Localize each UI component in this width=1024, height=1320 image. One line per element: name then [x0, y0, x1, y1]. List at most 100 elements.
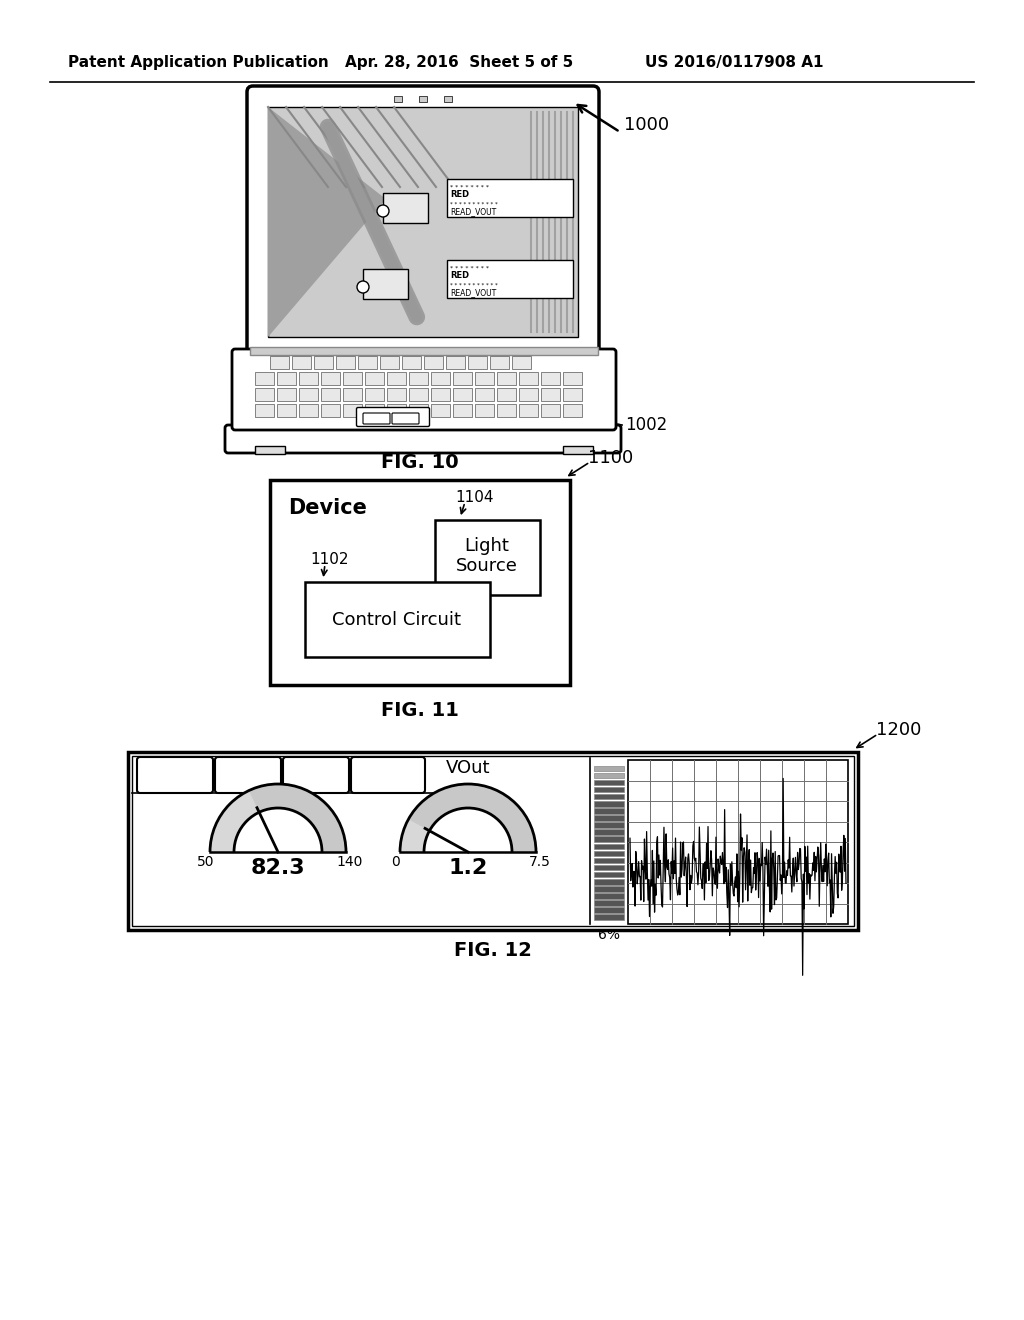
Text: 6%: 6%	[598, 928, 620, 942]
Bar	[394, 96, 402, 102]
Wedge shape	[210, 791, 259, 851]
Text: Volt.: Volt.	[231, 767, 265, 783]
Bar	[594, 822, 624, 828]
Bar	[278, 372, 296, 385]
Bar	[250, 347, 598, 355]
Bar	[343, 372, 362, 385]
Text: 1104: 1104	[455, 491, 494, 506]
Bar	[594, 843, 624, 849]
Bar	[387, 372, 406, 385]
Text: Curr.: Curr.	[298, 767, 334, 783]
Bar	[132, 756, 854, 927]
FancyBboxPatch shape	[362, 413, 390, 424]
Bar	[321, 404, 340, 417]
Bar	[409, 372, 428, 385]
Bar	[343, 388, 362, 401]
Bar	[594, 886, 624, 891]
Text: 1200: 1200	[876, 721, 922, 739]
Bar	[563, 404, 582, 417]
Bar	[444, 96, 452, 102]
Bar	[270, 480, 570, 685]
Text: 50: 50	[198, 855, 215, 869]
Bar	[563, 372, 582, 385]
Bar	[453, 388, 472, 401]
Text: Control Circuit: Control Circuit	[333, 611, 462, 630]
Bar	[594, 894, 624, 899]
Bar	[299, 404, 318, 417]
Bar	[255, 388, 274, 401]
Bar	[431, 388, 450, 401]
Bar	[594, 907, 624, 913]
FancyBboxPatch shape	[247, 86, 599, 358]
Text: VOut: VOut	[445, 759, 490, 777]
Bar	[365, 404, 384, 417]
Text: 1000: 1000	[624, 116, 669, 135]
Bar	[594, 865, 624, 870]
Bar	[563, 388, 582, 401]
Bar	[383, 193, 428, 223]
Bar	[563, 446, 593, 454]
Text: FIG. 11: FIG. 11	[381, 701, 459, 719]
Text: 82.3: 82.3	[251, 858, 305, 878]
Bar	[541, 404, 560, 417]
Bar	[594, 837, 624, 842]
Text: Apr. 28, 2016  Sheet 5 of 5: Apr. 28, 2016 Sheet 5 of 5	[345, 54, 573, 70]
Bar	[409, 388, 428, 401]
Text: 1002: 1002	[625, 416, 668, 434]
Bar	[519, 372, 538, 385]
Bar	[475, 388, 494, 401]
Bar	[468, 356, 487, 370]
Text: Light
Source: Light Source	[456, 537, 518, 576]
Bar	[292, 356, 311, 370]
FancyBboxPatch shape	[137, 756, 213, 793]
FancyBboxPatch shape	[225, 425, 621, 453]
Bar	[431, 404, 450, 417]
Bar	[497, 404, 516, 417]
Bar	[497, 372, 516, 385]
Circle shape	[357, 281, 369, 293]
Bar	[336, 356, 355, 370]
Bar	[387, 404, 406, 417]
Text: 0: 0	[391, 855, 400, 869]
Bar	[365, 372, 384, 385]
Bar	[321, 388, 340, 401]
Bar	[128, 752, 858, 931]
Bar	[278, 388, 296, 401]
Bar	[299, 388, 318, 401]
Text: * * * * * * * * * * *: * * * * * * * * * * *	[450, 282, 498, 288]
Bar	[402, 356, 421, 370]
Bar	[594, 766, 624, 771]
Wedge shape	[400, 784, 536, 851]
Text: * * * * * * * * * * *: * * * * * * * * * * *	[450, 202, 498, 207]
FancyBboxPatch shape	[232, 348, 616, 430]
Text: 1100: 1100	[588, 449, 633, 467]
Text: READ_VOUT: READ_VOUT	[450, 288, 497, 297]
Bar	[380, 356, 399, 370]
Bar	[255, 404, 274, 417]
Text: 140: 140	[337, 855, 364, 869]
Text: * * * * * * * *: * * * * * * * *	[450, 267, 489, 271]
Bar	[270, 356, 289, 370]
FancyBboxPatch shape	[215, 756, 281, 793]
Bar	[431, 372, 450, 385]
Bar	[255, 446, 285, 454]
FancyBboxPatch shape	[351, 756, 425, 793]
Bar	[594, 793, 624, 800]
Bar	[594, 816, 624, 821]
Bar	[435, 520, 540, 595]
Bar	[594, 850, 624, 857]
Wedge shape	[400, 820, 429, 851]
Text: RED: RED	[450, 271, 469, 280]
Bar	[519, 404, 538, 417]
Bar	[453, 372, 472, 385]
Bar	[475, 404, 494, 417]
Bar	[512, 356, 531, 370]
Text: FIG. 12: FIG. 12	[454, 940, 531, 960]
Bar	[628, 760, 848, 924]
Bar	[321, 372, 340, 385]
FancyBboxPatch shape	[283, 756, 349, 793]
Bar	[594, 787, 624, 792]
Bar	[594, 829, 624, 836]
Text: 1102: 1102	[310, 553, 348, 568]
Text: 7.5: 7.5	[529, 855, 551, 869]
